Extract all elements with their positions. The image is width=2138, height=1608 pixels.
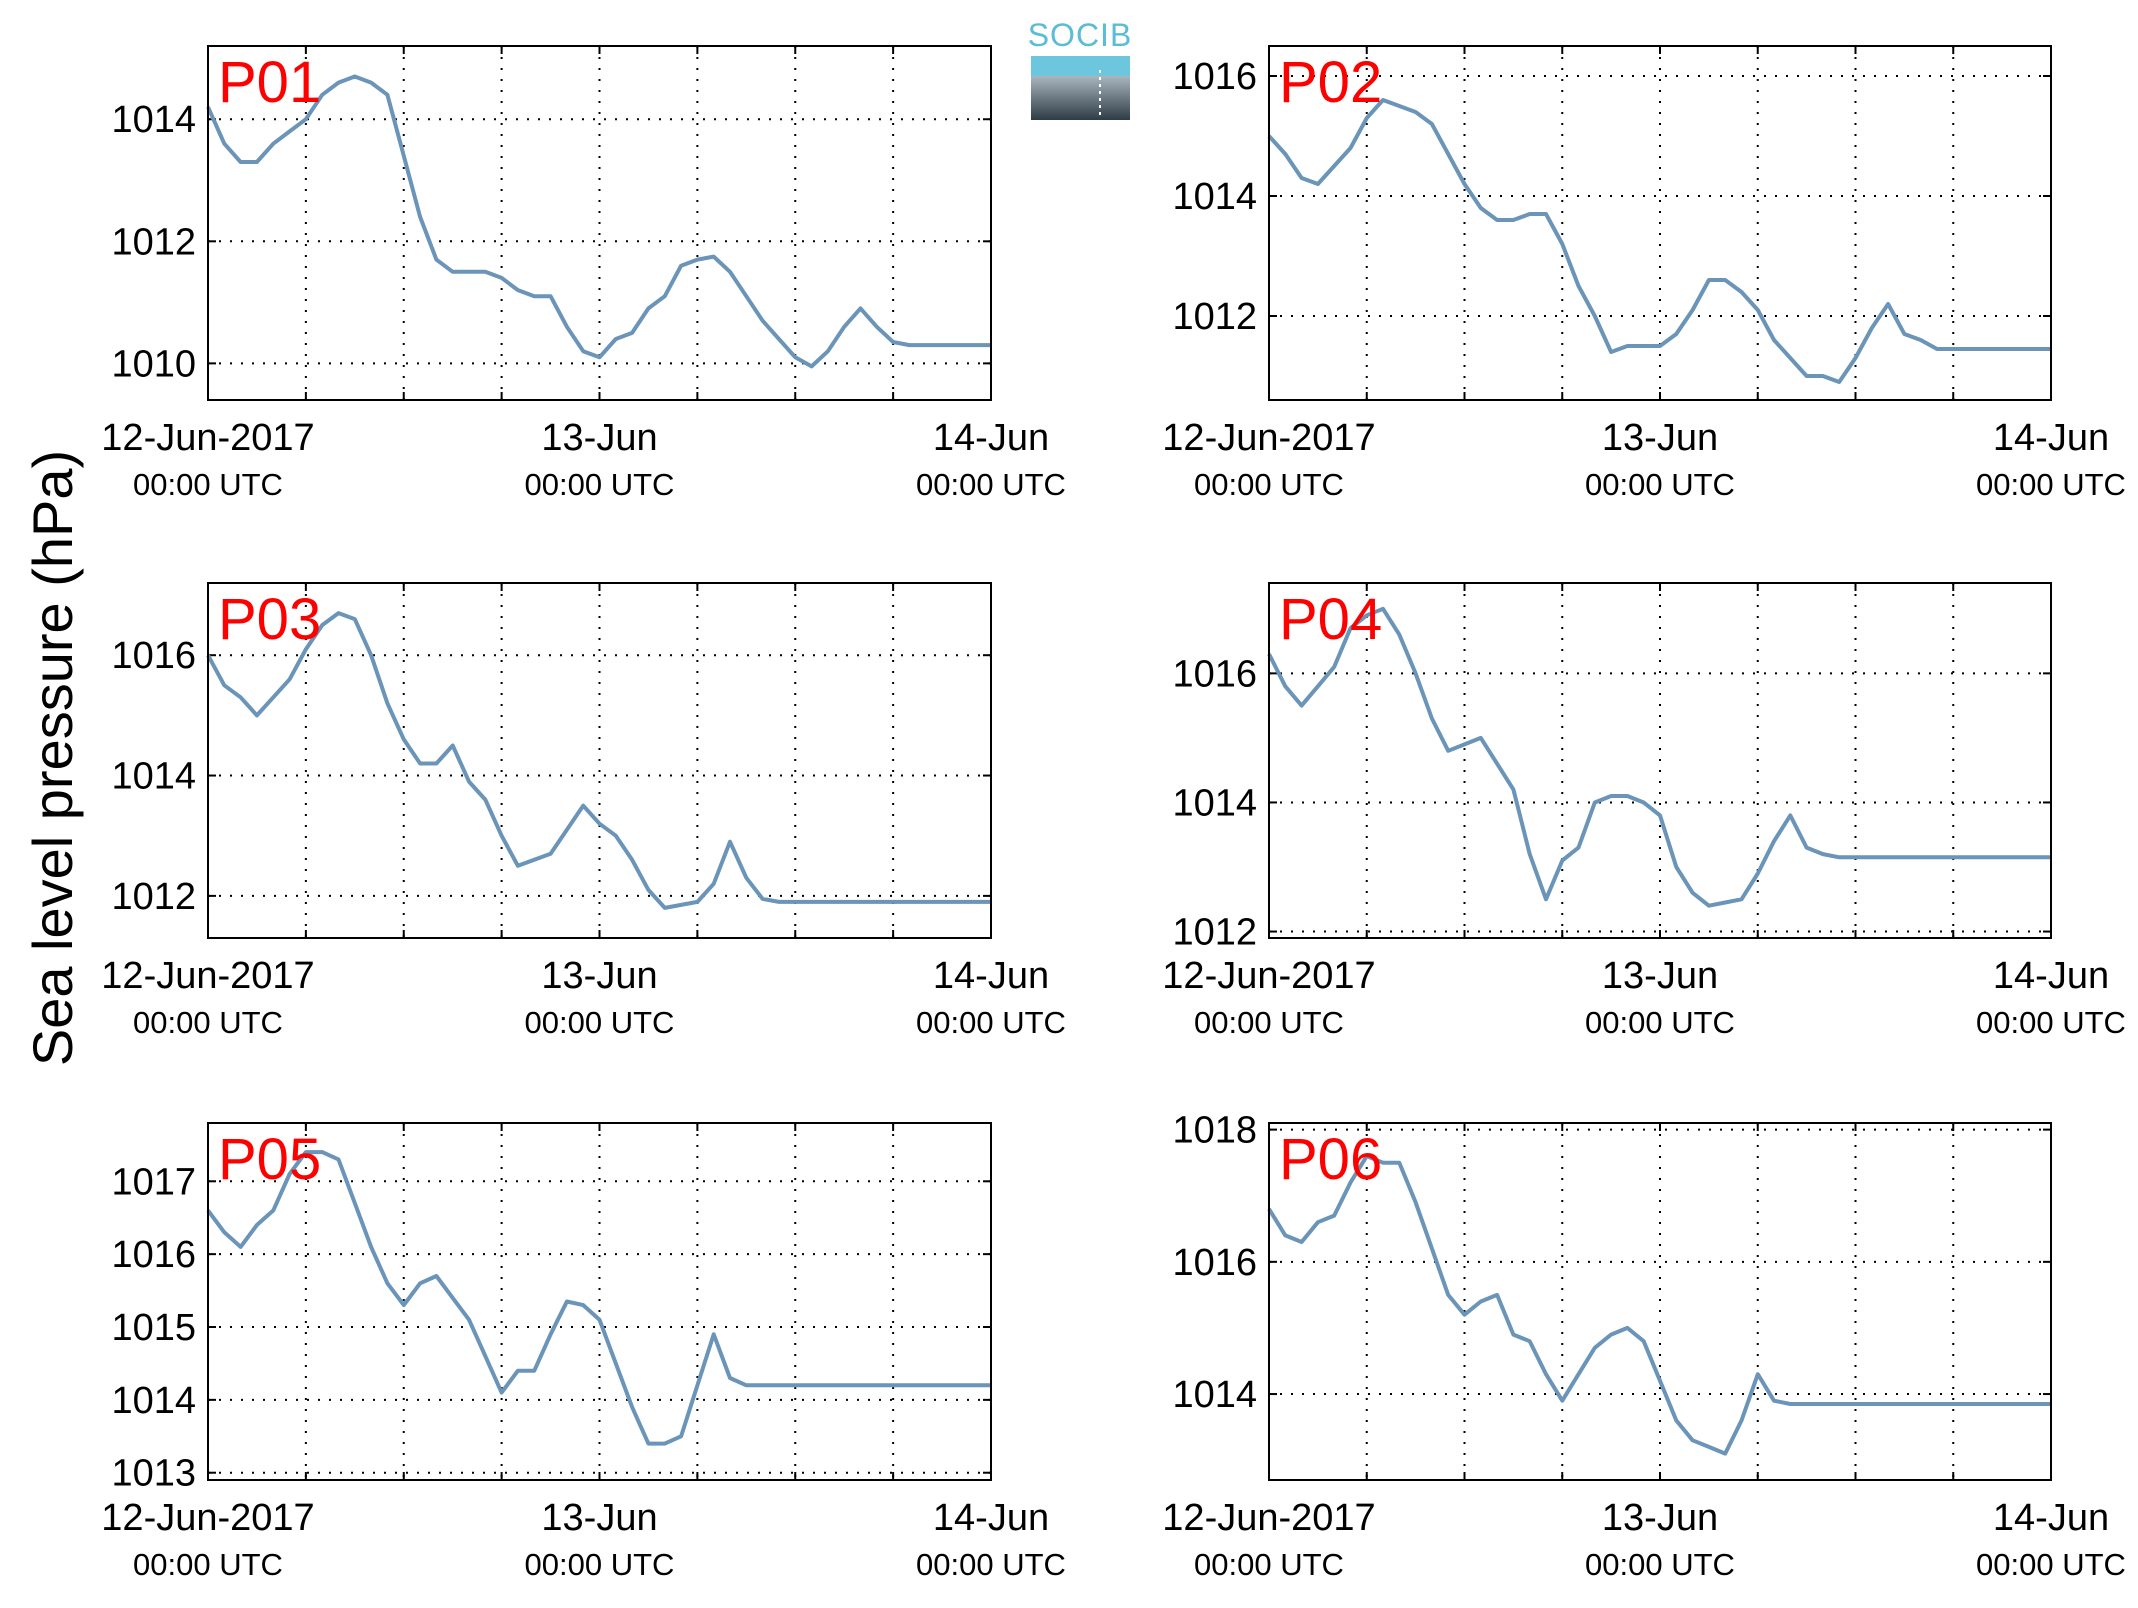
y-tick-label: 1014	[1172, 176, 1257, 218]
y-tick-label: 1014	[111, 1380, 196, 1422]
socib-logo: SOCIB	[1028, 17, 1133, 120]
panel-p05: 1013 1014 1015 1016 1017 12-Jun-2017 00:00 UTC…	[101, 1122, 1066, 1582]
x-tick-sublabel: 00:00 UTC	[1585, 1547, 1735, 1582]
x-tick-label: 12-Jun-2017	[1162, 955, 1375, 997]
x-tick-sublabel: 00:00 UTC	[1194, 1547, 1344, 1582]
x-tick-label: 13-Jun	[1602, 1497, 1718, 1539]
y-tick-label: 1014	[111, 99, 196, 141]
x-tick-sublabel: 00:00 UTC	[133, 467, 283, 502]
x-tick-label: 14-Jun	[1993, 955, 2109, 997]
x-tick-sublabel: 00:00 UTC	[1194, 467, 1344, 502]
x-tick-label: 13-Jun	[1602, 955, 1718, 997]
x-tick-sublabel: 00:00 UTC	[1976, 467, 2126, 502]
x-tick-sublabel: 00:00 UTC	[525, 1005, 675, 1040]
panel-p03: 1012 1014 1016 12-Jun-2017 00:00 UTC 13-Jun 00…	[101, 582, 1066, 1040]
panel-label: P05	[218, 1127, 321, 1192]
x-tick-label: 13-Jun	[541, 1497, 657, 1539]
pressure-line-p04	[1267, 606, 2051, 908]
panel-label: P03	[218, 587, 321, 652]
axes-frame	[207, 582, 992, 939]
y-tick-label: 1016	[1172, 56, 1257, 98]
panel-p01: 1010 1012 1014 12-Jun-2017 00:00 UTC 13-Jun 00…	[101, 45, 1066, 502]
y-tick-label: 1016	[111, 635, 196, 677]
panel-label: P02	[1279, 50, 1382, 115]
x-tick-sublabel: 00:00 UTC	[525, 1547, 675, 1582]
y-tick-label: 1018	[1172, 1110, 1257, 1152]
panel-p04: 1012 1014 1016 12-Jun-2017 00:00 UTC 13-Jun 00…	[1162, 582, 2126, 1040]
axes-frame	[1268, 1122, 2052, 1481]
y-tick-label: 1012	[1172, 912, 1257, 954]
panel-label: P04	[1279, 587, 1382, 652]
y-axis-label: Sea level pressure (hPa)	[21, 450, 84, 1066]
x-tick-label: 14-Jun	[933, 955, 1049, 997]
panel-p02: 1012 1014 1016 12-Jun-2017 00:00 UTC 13-Jun 00…	[1162, 45, 2126, 502]
x-tick-label: 14-Jun	[1993, 1497, 2109, 1539]
y-tick-label: 1012	[111, 876, 196, 918]
x-tick-sublabel: 00:00 UTC	[133, 1005, 283, 1040]
x-tick-label: 14-Jun	[1993, 417, 2109, 459]
x-tick-label: 12-Jun-2017	[1162, 417, 1375, 459]
axes-frame	[207, 45, 992, 401]
x-tick-sublabel: 00:00 UTC	[1976, 1005, 2126, 1040]
x-tick-sublabel: 00:00 UTC	[525, 467, 675, 502]
x-tick-label: 12-Jun-2017	[101, 955, 314, 997]
y-tick-label: 1012	[1172, 296, 1257, 338]
x-tick-sublabel: 00:00 UTC	[1976, 1547, 2126, 1582]
y-tick-label: 1014	[1172, 1374, 1257, 1416]
pressure-line-p05	[206, 1150, 991, 1446]
axes-frame	[1268, 45, 2052, 401]
pressure-line-p02	[1267, 98, 2051, 384]
y-tick-label: 1016	[1172, 1242, 1257, 1284]
x-tick-label: 14-Jun	[933, 417, 1049, 459]
axes-frame	[1268, 582, 2052, 939]
x-tick-label: 12-Jun-2017	[1162, 1497, 1375, 1539]
x-tick-sublabel: 00:00 UTC	[1585, 1005, 1735, 1040]
x-tick-label: 12-Jun-2017	[101, 417, 314, 459]
panel-label: P01	[218, 50, 321, 115]
y-tick-label: 1014	[111, 756, 196, 798]
pressure-line-p01	[206, 74, 991, 369]
y-tick-label: 1012	[111, 221, 196, 263]
pressure-line-p03	[206, 611, 991, 910]
y-tick-label: 1010	[111, 343, 196, 385]
x-tick-sublabel: 00:00 UTC	[916, 467, 1066, 502]
x-tick-sublabel: 00:00 UTC	[916, 1005, 1066, 1040]
x-tick-label: 13-Jun	[541, 417, 657, 459]
x-tick-label: 13-Jun	[1602, 417, 1718, 459]
x-tick-label: 12-Jun-2017	[101, 1497, 314, 1539]
x-tick-sublabel: 00:00 UTC	[1194, 1005, 1344, 1040]
y-tick-label: 1014	[1172, 782, 1257, 824]
pressure-line-p06	[1267, 1154, 2051, 1456]
y-tick-label: 1015	[111, 1307, 196, 1349]
x-tick-label: 13-Jun	[541, 955, 657, 997]
y-tick-label: 1017	[111, 1161, 196, 1203]
x-tick-sublabel: 00:00 UTC	[133, 1547, 283, 1582]
y-tick-label: 1013	[111, 1453, 196, 1495]
x-tick-sublabel: 00:00 UTC	[1585, 467, 1735, 502]
panel-label: P06	[1279, 1127, 1382, 1192]
y-tick-label: 1016	[1172, 653, 1257, 695]
axes-frame	[207, 1122, 992, 1481]
logo-text: SOCIB	[1028, 17, 1133, 53]
panel-p06: 1014 1016 1018 12-Jun-2017 00:00 UTC 13-Jun 00…	[1162, 1110, 2126, 1582]
y-tick-label: 1016	[111, 1234, 196, 1276]
x-tick-label: 14-Jun	[933, 1497, 1049, 1539]
x-tick-sublabel: 00:00 UTC	[916, 1547, 1066, 1582]
